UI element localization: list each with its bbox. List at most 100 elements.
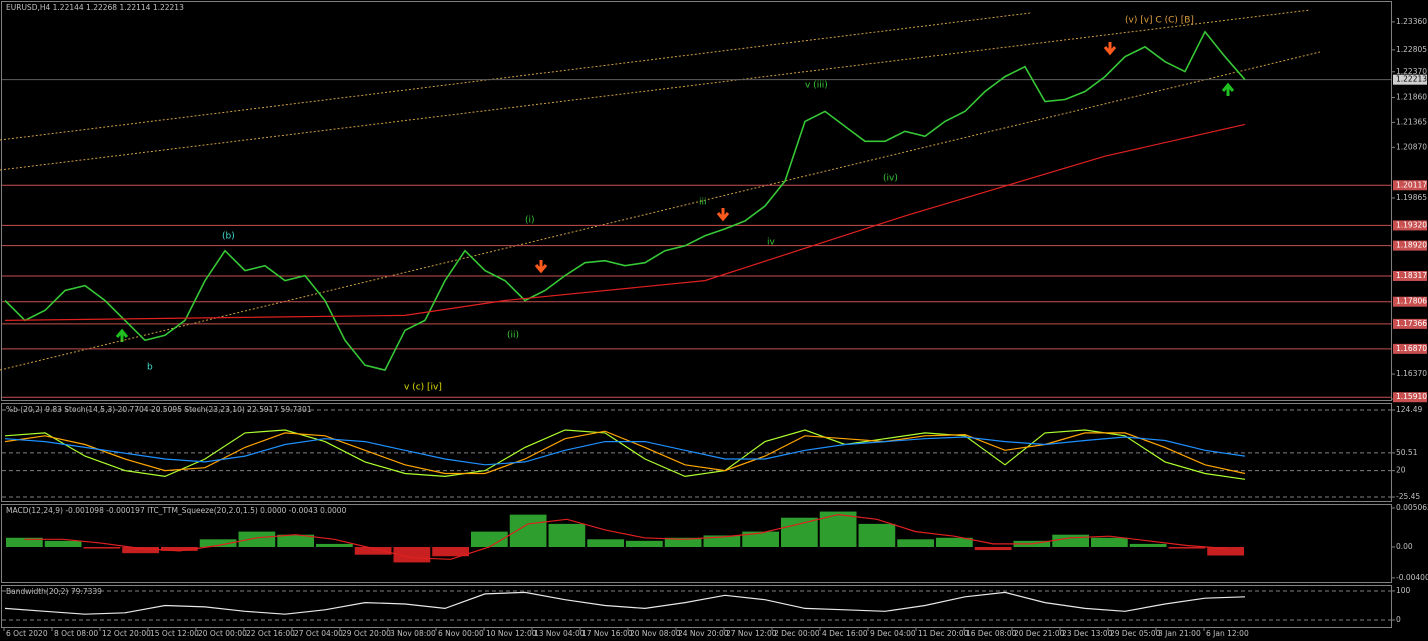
y-tick-label: 1.22370	[1396, 67, 1427, 76]
level-label: 1.16870	[1396, 344, 1427, 353]
y-tick-label: 1.16370	[1396, 369, 1427, 378]
level-box	[1393, 296, 1427, 307]
pane-title: EURUSD,H4 1.22144 1.22268 1.22114 1.2221…	[6, 3, 184, 12]
wave-label: (i)	[525, 216, 535, 226]
level-label: 1.15910	[1396, 392, 1427, 401]
level-label: 1.17806	[1396, 297, 1427, 306]
histogram-bar	[44, 540, 82, 548]
histogram-bar	[819, 511, 857, 548]
histogram-bar	[936, 537, 973, 548]
wave-label: (v) [v] C (C) [B]	[1125, 16, 1194, 26]
level-box	[1393, 392, 1427, 403]
y-tick-label: -25.45	[1396, 492, 1420, 501]
wave-label: (b)	[222, 232, 235, 242]
histogram-bar	[199, 539, 237, 548]
histogram-bar	[664, 537, 702, 548]
sell-arrows	[534, 42, 1117, 274]
x-tick-label: 20 Nov 08:00	[630, 629, 681, 638]
wave-label: iii	[699, 198, 707, 208]
x-tick-label: 29 Dec 05:00	[1110, 629, 1161, 638]
x-tick-label: 10 Nov 12:00	[486, 629, 537, 638]
histogram-bar	[1052, 534, 1089, 548]
histogram-bar	[161, 547, 198, 551]
x-tick-label: 3 Nov 08:00	[390, 629, 436, 638]
histogram-bar	[354, 547, 392, 555]
level-box	[1393, 220, 1427, 231]
histogram-bar	[122, 547, 159, 554]
level-label: 1.20117	[1396, 180, 1427, 189]
buy-arrows	[115, 82, 1235, 342]
x-tick-label: 15 Oct 12:00	[150, 629, 199, 638]
level-box	[1393, 240, 1427, 251]
current-price-label: 1.22213	[1396, 75, 1427, 84]
y-tick-label: 0.00	[1396, 542, 1413, 551]
histogram-bar	[548, 523, 586, 548]
level-box	[1393, 180, 1427, 191]
x-tick-label: 6 Nov 00:00	[438, 629, 484, 638]
histogram-bar	[1091, 537, 1128, 548]
histogram-bar	[1168, 547, 1206, 549]
wave-label: v (iii)	[805, 81, 828, 91]
stoch-pane	[1, 403, 1392, 502]
x-tick-label: 2 Dec 00:00	[774, 629, 820, 638]
y-tick-label: 1.19865	[1396, 193, 1427, 202]
x-tick-label: 4 Dec 16:00	[822, 629, 868, 638]
x-tick-label: 6 Jan 12:00	[1206, 629, 1249, 638]
level-label: 1.18317	[1396, 271, 1427, 280]
x-tick-label: 3 Jan 21:00	[1158, 629, 1201, 638]
series-line	[4, 430, 1246, 475]
x-tick-label: 6 Oct 2020	[6, 629, 48, 638]
x-tick-label: 8 Oct 08:00	[54, 629, 98, 638]
wave-label: (iv)	[883, 174, 898, 184]
series-line	[4, 591, 1246, 615]
x-tick-label: 12 Oct 20:00	[102, 629, 151, 638]
wave-label: b	[147, 363, 153, 373]
y-tick-label: 1.22805	[1396, 45, 1427, 54]
level-label: 1.18920	[1396, 241, 1427, 250]
x-tick-label: 27 Oct 04:00	[294, 629, 343, 638]
y-tick-label: -0.004003	[1396, 573, 1428, 582]
trend-channels	[0, 9, 1321, 371]
pane-title: MACD(12,24,9) -0.001098 -0.000197 ITC_TT…	[6, 506, 347, 515]
histogram-bar	[316, 543, 353, 548]
macd-pane	[1, 504, 1392, 583]
y-tick-label: 0.005063	[1396, 503, 1428, 512]
y-tick-label: 1.20870	[1396, 142, 1427, 151]
x-tick-label: 27 Nov 12:00	[726, 629, 777, 638]
histogram-bar	[858, 523, 896, 548]
histogram-bar	[626, 540, 663, 548]
y-tick-label: 1.23360	[1396, 17, 1427, 26]
x-tick-label: 20 Dec 21:00	[1014, 629, 1065, 638]
histogram-bar	[83, 547, 121, 549]
series-line	[4, 123, 1246, 321]
x-tick-label: 23 Dec 13:00	[1062, 629, 1113, 638]
y-tick-label: 1.21860	[1396, 92, 1427, 101]
x-tick-label: 22 Oct 16:00	[246, 629, 295, 638]
x-tick-label: 17 Nov 16:00	[582, 629, 633, 638]
histogram-bar	[277, 534, 314, 548]
pane-title: Bandwidth(20,2) 79.7339	[6, 587, 102, 596]
current-price-box	[1393, 74, 1427, 85]
x-tick-label: 24 Nov 20:00	[678, 629, 729, 638]
wave-label: v (c) [iv]	[404, 383, 442, 393]
y-tick-label: 100	[1396, 586, 1411, 595]
level-box	[1393, 270, 1427, 281]
y-tick-label: 124.49	[1396, 405, 1422, 414]
y-tick-label: 1.21365	[1396, 117, 1427, 126]
x-tick-label: 11 Dec 20:00	[918, 629, 969, 638]
histogram-bar	[6, 537, 43, 548]
bandwidth-pane	[1, 585, 1392, 628]
x-tick-label: 20 Oct 00:00	[198, 629, 247, 638]
histogram-bar	[509, 514, 547, 548]
y-tick-label: 20	[1396, 466, 1406, 475]
x-tick-label: 16 Dec 08:00	[966, 629, 1017, 638]
x-tick-label: 29 Oct 20:00	[342, 629, 391, 638]
histogram-bar	[432, 547, 469, 557]
histogram-bar	[703, 535, 741, 548]
series-line	[4, 30, 1246, 372]
level-label: 1.19320	[1396, 220, 1427, 229]
series-line	[4, 436, 1246, 466]
level-box	[1393, 318, 1427, 329]
